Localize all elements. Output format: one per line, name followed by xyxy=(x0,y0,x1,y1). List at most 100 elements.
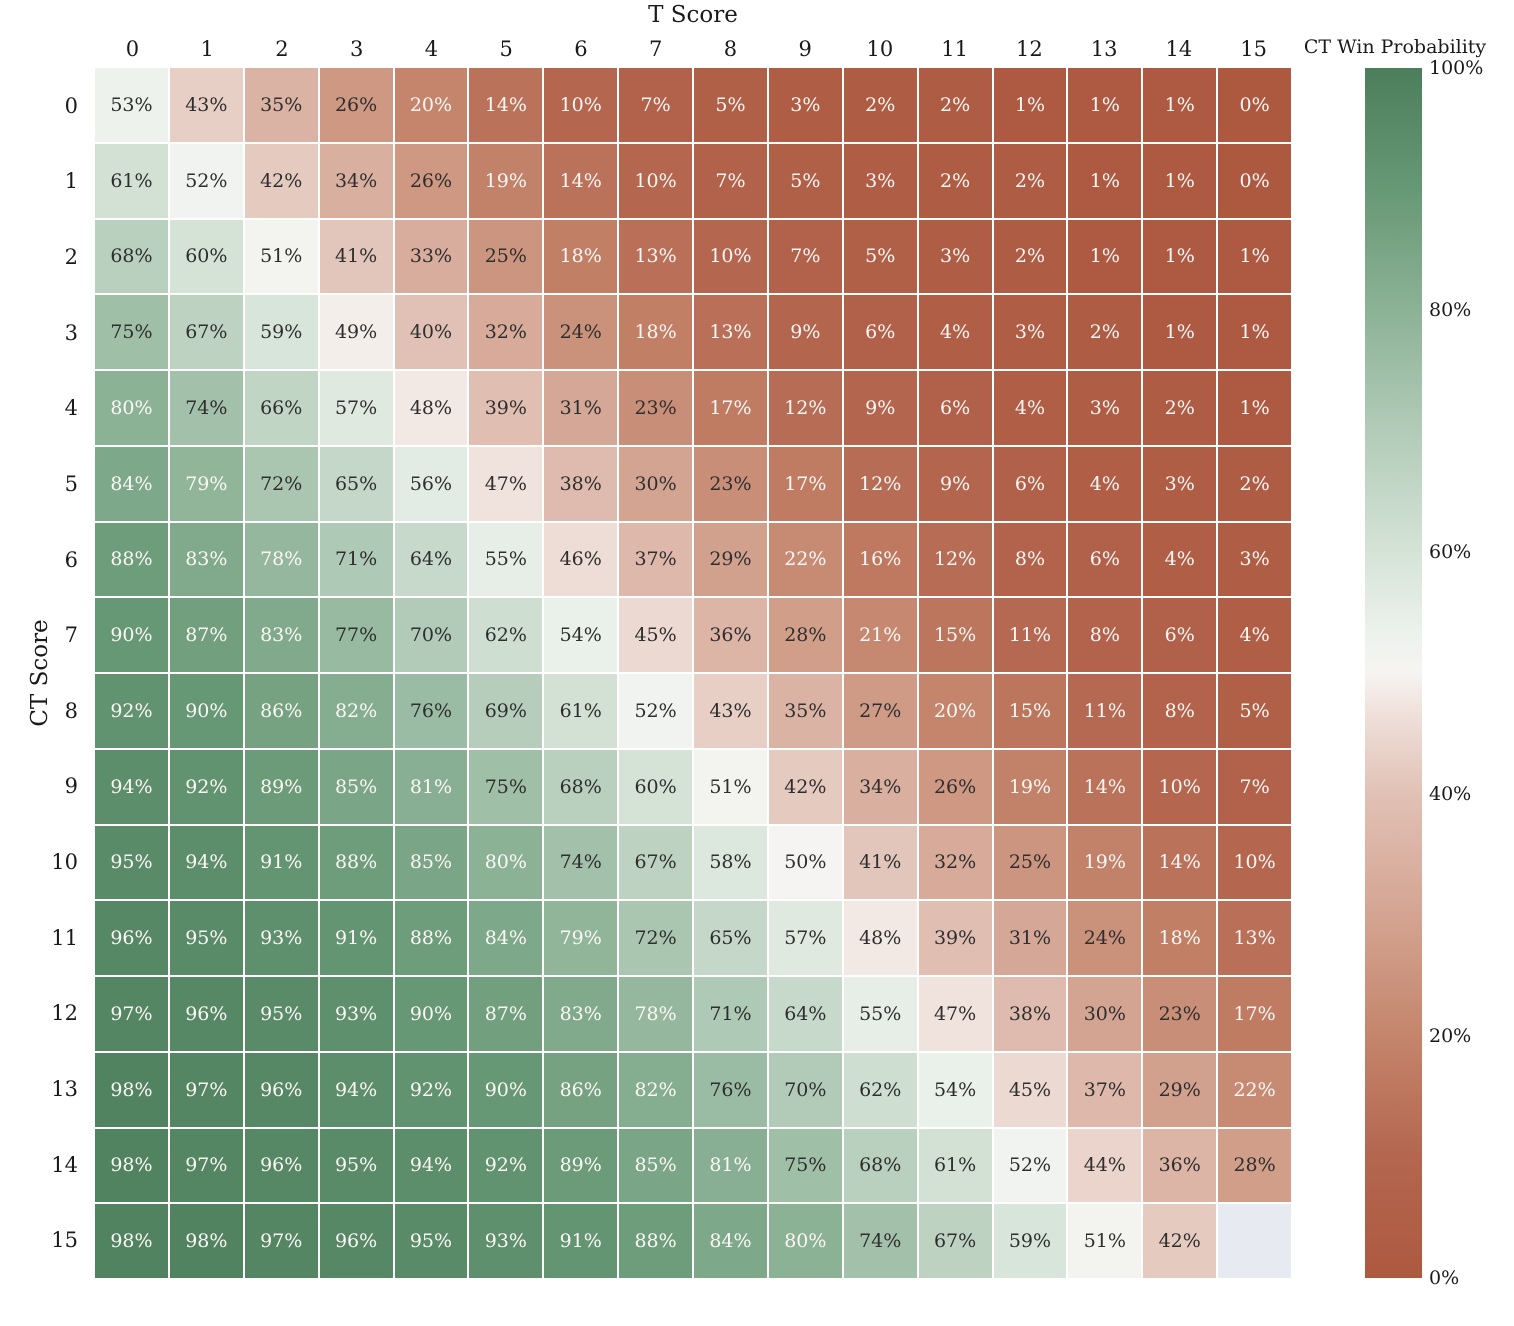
x-tick-label: 7 xyxy=(648,37,663,61)
x-tick-labels: 0 1 2 3 4 5 6 7 8 9 10 11 12 13 14 15 xyxy=(95,34,1291,64)
heatmap-cell: 54% xyxy=(544,598,618,672)
heatmap-cell: 42% xyxy=(1143,1204,1217,1278)
x-tick-label: 3 xyxy=(349,37,364,61)
heatmap-cell: 83% xyxy=(544,977,618,1051)
heatmap-cell: 79% xyxy=(544,901,618,975)
heatmap-cell: 57% xyxy=(319,371,393,445)
heatmap-cell: 38% xyxy=(993,977,1067,1051)
heatmap-cell: 11% xyxy=(1068,674,1142,748)
heatmap-cell: 15% xyxy=(918,598,992,672)
heatmap-cell: 7% xyxy=(1218,749,1291,824)
heatmap-cell: 92% xyxy=(95,674,168,748)
heatmap-cell: 39% xyxy=(469,371,543,445)
heatmap-cell: 41% xyxy=(843,825,917,900)
heatmap-cell: 58% xyxy=(694,825,767,900)
heatmap-cell: 1% xyxy=(1068,68,1142,142)
heatmap-cell: 72% xyxy=(244,446,318,521)
heatmap-cell: 34% xyxy=(843,749,917,824)
colorbar-tick-label: 20% xyxy=(1429,1025,1472,1047)
heatmap-cell: 28% xyxy=(768,598,842,672)
heatmap-cell: 25% xyxy=(469,219,543,294)
heatmap-cell: 44% xyxy=(1068,1128,1142,1203)
heatmap-cell: 8% xyxy=(993,522,1067,597)
heatmap-cell: 5% xyxy=(694,68,767,142)
y-tick-label: 12 xyxy=(51,1001,78,1026)
heatmap-cell: 3% xyxy=(843,143,917,218)
heatmap-cell: 3% xyxy=(1068,371,1142,445)
heatmap-cell: 98% xyxy=(95,1128,168,1203)
y-tick-label: 6 xyxy=(64,547,78,572)
heatmap-cell: 6% xyxy=(1068,522,1142,597)
y-tick-label: 1 xyxy=(64,169,78,194)
heatmap-cell: 81% xyxy=(694,1128,767,1203)
colorbar-tick-label: 80% xyxy=(1429,299,1472,321)
heatmap-cell: 2% xyxy=(993,219,1067,294)
heatmap-cell: 30% xyxy=(1068,977,1142,1051)
heatmap-cell: 15% xyxy=(993,674,1067,748)
heatmap-cell: 34% xyxy=(319,143,393,218)
heatmap-cell: 2% xyxy=(918,143,992,218)
heatmap-cell: 23% xyxy=(1143,977,1217,1051)
heatmap-cell: 13% xyxy=(619,219,692,294)
heatmap-cell: 65% xyxy=(694,901,767,975)
heatmap-cell: 6% xyxy=(1143,598,1217,672)
heatmap-cell: 85% xyxy=(319,749,393,824)
heatmap-cell: 3% xyxy=(1143,446,1217,521)
heatmap-cell: 33% xyxy=(394,219,468,294)
x-tick-label: 0 xyxy=(125,37,140,61)
heatmap-cell: 90% xyxy=(95,598,168,672)
heatmap-cell: 55% xyxy=(843,977,917,1051)
heatmap-cell: 11% xyxy=(993,598,1067,672)
heatmap-cell: 82% xyxy=(619,1052,692,1127)
heatmap-cell: 88% xyxy=(394,901,468,975)
heatmap-cell: 13% xyxy=(694,295,767,369)
heatmap-cell: 80% xyxy=(469,825,543,900)
y-tick-label: 14 xyxy=(51,1152,78,1177)
heatmap-cell: 2% xyxy=(918,68,992,142)
heatmap-cell: 17% xyxy=(1218,977,1291,1051)
heatmap-cell: 90% xyxy=(469,1052,543,1127)
heatmap-cell: 95% xyxy=(244,977,318,1051)
heatmap-cell: 10% xyxy=(544,68,618,142)
heatmap-cell: 79% xyxy=(169,446,243,521)
heatmap-cell: 2% xyxy=(1218,446,1291,521)
heatmap-cell: 6% xyxy=(918,371,992,445)
heatmap-cell: 59% xyxy=(993,1204,1067,1278)
heatmap-cell: 71% xyxy=(319,522,393,597)
heatmap-cell: 89% xyxy=(544,1128,618,1203)
x-tick-label: 5 xyxy=(499,37,513,61)
heatmap-cell: 92% xyxy=(469,1128,543,1203)
heatmap-cell: 68% xyxy=(544,749,618,824)
heatmap-cell: 23% xyxy=(619,371,692,445)
heatmap-cell: 52% xyxy=(993,1128,1067,1203)
x-tick-label: 14 xyxy=(1165,37,1193,61)
y-tick-label: 3 xyxy=(64,320,78,345)
heatmap-cell: 1% xyxy=(1143,68,1217,142)
heatmap-cell: 71% xyxy=(694,977,767,1051)
heatmap-cell: 3% xyxy=(768,68,842,142)
heatmap-cell: 67% xyxy=(169,295,243,369)
heatmap-cell: 49% xyxy=(319,295,393,369)
heatmap-cell: 59% xyxy=(244,295,318,369)
heatmap-cell: 45% xyxy=(993,1052,1067,1127)
heatmap-cell: 40% xyxy=(394,295,468,369)
heatmap-cell: 20% xyxy=(918,674,992,748)
heatmap-cell: 42% xyxy=(768,749,842,824)
heatmap-cell: 19% xyxy=(469,143,543,218)
heatmap-cell: 83% xyxy=(169,522,243,597)
heatmap-cell: 36% xyxy=(694,598,767,672)
heatmap-cell: 80% xyxy=(768,1204,842,1278)
heatmap-cell: 19% xyxy=(1068,825,1142,900)
heatmap-cell: 91% xyxy=(319,901,393,975)
heatmap-cell: 42% xyxy=(244,143,318,218)
heatmap-cell: 97% xyxy=(95,977,168,1051)
heatmap-cell: 95% xyxy=(319,1128,393,1203)
heatmap-cell: 64% xyxy=(394,522,468,597)
heatmap-cell: 65% xyxy=(319,446,393,521)
heatmap-cell: 3% xyxy=(918,219,992,294)
heatmap-cell: 10% xyxy=(619,143,692,218)
heatmap-cell: 78% xyxy=(619,977,692,1051)
heatmap-cell: 93% xyxy=(319,977,393,1051)
heatmap-cell: 12% xyxy=(918,522,992,597)
